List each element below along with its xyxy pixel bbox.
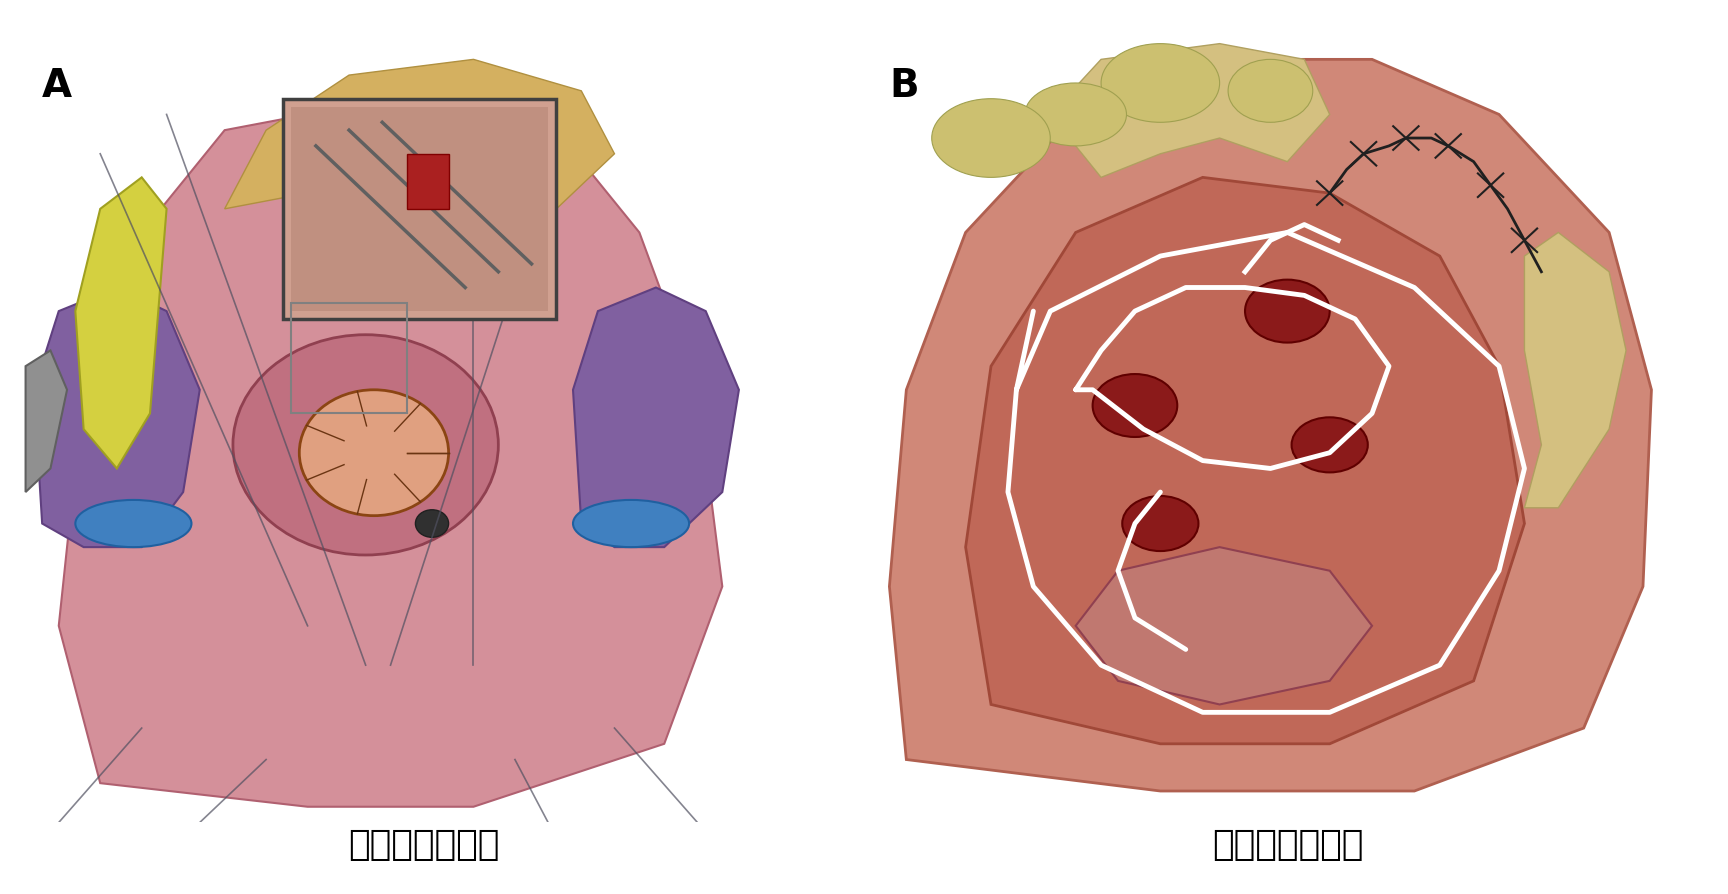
Ellipse shape	[1229, 59, 1313, 122]
Ellipse shape	[1092, 374, 1177, 437]
FancyBboxPatch shape	[408, 154, 449, 209]
Polygon shape	[966, 177, 1524, 744]
Ellipse shape	[76, 500, 192, 547]
Ellipse shape	[1244, 280, 1331, 342]
Polygon shape	[59, 98, 722, 806]
Polygon shape	[26, 350, 67, 492]
Polygon shape	[890, 59, 1652, 791]
Polygon shape	[225, 59, 615, 209]
Ellipse shape	[415, 510, 449, 537]
Ellipse shape	[1121, 496, 1199, 551]
Polygon shape	[35, 288, 200, 547]
FancyBboxPatch shape	[283, 98, 556, 319]
Polygon shape	[1075, 547, 1372, 704]
Text: A: A	[41, 67, 73, 105]
Ellipse shape	[1101, 44, 1220, 122]
Polygon shape	[574, 288, 740, 547]
FancyBboxPatch shape	[290, 106, 548, 311]
Text: 右心房消融径线: 右心房消融径线	[347, 828, 499, 862]
Text: B: B	[890, 67, 919, 105]
Polygon shape	[1524, 232, 1626, 508]
Ellipse shape	[574, 500, 689, 547]
Polygon shape	[1051, 44, 1331, 177]
Ellipse shape	[931, 98, 1051, 177]
Ellipse shape	[299, 390, 449, 516]
Ellipse shape	[1025, 83, 1127, 146]
Ellipse shape	[1291, 417, 1369, 472]
Polygon shape	[76, 177, 166, 468]
Ellipse shape	[233, 334, 498, 555]
Text: 左心房消融径线: 左心房消融径线	[1211, 828, 1363, 862]
